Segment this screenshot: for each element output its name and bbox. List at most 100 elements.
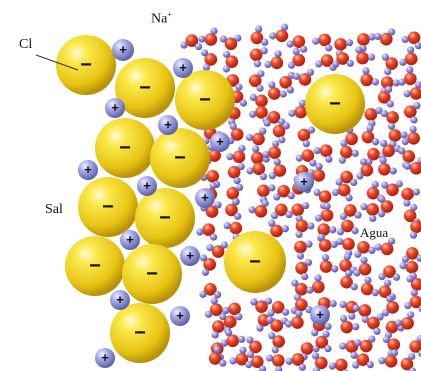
hydrogen-atom: [380, 110, 389, 118]
hydrogen-atom: [371, 78, 380, 86]
oxygen-atom: [252, 132, 265, 146]
hydrogen-atom: [345, 194, 353, 202]
hydrogen-atom: [235, 83, 243, 91]
oxygen-atom: [380, 76, 394, 89]
sodium-ion: +: [310, 305, 330, 325]
hydrogen-atom: [366, 124, 374, 132]
hydrogen-atom: [400, 131, 408, 139]
water-molecule: [398, 66, 417, 86]
oxygen-atom: [292, 35, 306, 49]
hydrogen-atom: [271, 346, 279, 354]
oxygen-atom: [226, 334, 240, 348]
oxygen-atom: [319, 260, 333, 273]
hydrogen-atom: [377, 210, 386, 218]
plus-sign: +: [186, 248, 194, 263]
oxygen-atom: [336, 52, 349, 65]
water-molecule: [266, 316, 288, 332]
water-molecule: [227, 122, 244, 145]
oxygen-atom: [344, 204, 357, 217]
hydrogen-atom: [381, 53, 390, 61]
hydrogen-atom: [307, 222, 315, 230]
water-molecule: [201, 49, 218, 71]
oxygen-atom: [250, 355, 264, 369]
hydrogen-atom: [328, 362, 336, 370]
hydrogen-atom: [351, 227, 359, 235]
sodium-ion-sphere: [173, 58, 193, 78]
water-molecule: [394, 311, 415, 330]
water-molecule: [227, 163, 245, 185]
hydrogen-atom: [417, 157, 421, 165]
water-molecule: [268, 158, 287, 180]
oxygen-atom: [409, 161, 421, 175]
hydrogen-atom: [366, 361, 374, 369]
oxygen-atom: [384, 354, 398, 368]
water-molecule: [360, 276, 379, 297]
oxygen-atom: [405, 260, 419, 274]
water-molecule: [364, 106, 383, 127]
hydrogen-atom: [279, 90, 287, 98]
hydrogen-atom: [314, 274, 322, 282]
minus-sign: −: [119, 137, 131, 159]
water-molecule: [262, 140, 281, 159]
hydrogen-atom: [345, 269, 353, 277]
hydrogen-atom: [246, 336, 254, 344]
plus-sign: +: [119, 42, 127, 57]
minus-sign: −: [199, 89, 211, 111]
water-molecule: [267, 81, 287, 100]
sodium-ion: +: [173, 58, 193, 78]
water-molecule: [339, 204, 362, 220]
hydrogen-atom: [210, 27, 218, 35]
water-molecule: [287, 47, 306, 69]
hydrogen-atom: [195, 42, 203, 51]
oxygen-atom: [409, 295, 421, 309]
hydrogen-atom: [416, 335, 421, 343]
hydrogen-atom: [268, 332, 276, 340]
hydrogen-atom: [409, 231, 418, 239]
oxygen-atom: [339, 259, 352, 272]
oxygen-atom: [295, 261, 308, 275]
oxygen-atom: [341, 219, 354, 233]
hydrogen-atom: [378, 272, 386, 281]
oxygen-atom: [318, 190, 332, 203]
water-molecule: [295, 258, 313, 281]
oxygen-atom: [388, 129, 402, 142]
water-molecule: [245, 355, 267, 371]
water-molecule: [225, 329, 246, 348]
sodium-ion-sphere: [195, 188, 215, 208]
chloride-ion-sphere: [122, 244, 182, 304]
hydrogen-atom: [298, 99, 307, 107]
water-molecule: [332, 52, 354, 68]
hydrogen-atom: [257, 70, 265, 78]
oxygen-atom: [226, 186, 240, 200]
hydrogen-atom: [384, 279, 392, 287]
hydrogen-atom: [268, 81, 276, 89]
hydrogen-atom: [314, 214, 323, 222]
hydrogen-atom: [246, 167, 254, 175]
sodium-ion: +: [294, 172, 314, 192]
oxygen-atom: [270, 56, 284, 70]
minus-sign: −: [139, 77, 151, 99]
hydrogen-atom: [354, 339, 362, 347]
oxygen-atom: [225, 55, 239, 69]
oxygen-atom: [301, 149, 315, 162]
oxygen-atom: [385, 57, 399, 70]
water-molecule: [374, 237, 396, 256]
oxygen-atom: [252, 162, 266, 176]
hydrogen-atom: [312, 366, 321, 371]
hydrogen-atom: [368, 246, 376, 254]
oxygen-atom: [378, 162, 391, 176]
plus-sign: +: [143, 178, 151, 193]
water-molecule: [219, 34, 242, 51]
hydrogen-atom: [364, 276, 372, 284]
hydrogen-atom: [307, 126, 316, 134]
hydrogen-atom: [223, 222, 231, 230]
hydrogen-atom: [325, 44, 333, 52]
plus-sign: +: [84, 162, 92, 177]
chlorine-label: Cl: [19, 37, 33, 52]
hydrogen-atom: [414, 42, 421, 50]
minus-sign: −: [329, 93, 341, 115]
water-molecule: [204, 297, 223, 318]
oxygen-atom: [340, 145, 353, 159]
hydrogen-atom: [266, 354, 274, 362]
